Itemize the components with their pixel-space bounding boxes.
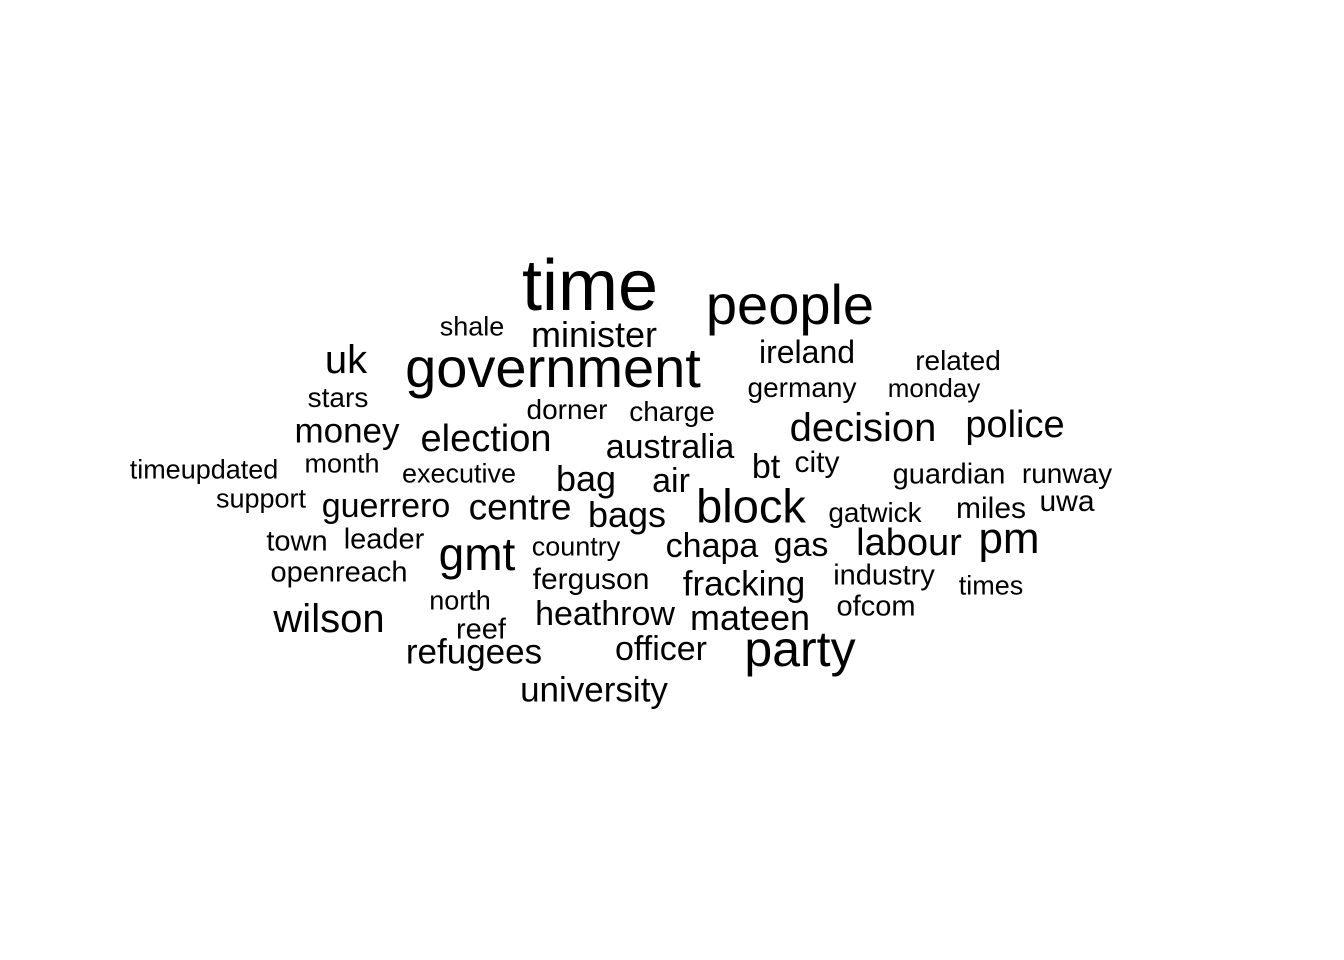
word-people: people (705, 273, 875, 336)
word-city: city (794, 446, 840, 479)
word-party: party (744, 621, 856, 677)
word-executive: executive (401, 458, 517, 489)
word-government: government (405, 336, 701, 399)
word-university: university (520, 670, 668, 710)
word-timeupdated: timeupdated (129, 454, 279, 485)
word-charge: charge (629, 396, 715, 427)
word-miles: miles (955, 492, 1027, 525)
word-fracking: fracking (682, 564, 806, 604)
word-bags: bags (587, 494, 667, 535)
word-runway: runway (1021, 458, 1113, 489)
word-pm: pm (978, 514, 1040, 563)
word-centre: centre (468, 486, 572, 528)
word-uk: uk (324, 338, 368, 382)
word-bag: bag (555, 458, 617, 499)
word-minister: minister (530, 314, 658, 355)
word-ofcom: ofcom (836, 590, 916, 623)
word-reef: reef (456, 613, 506, 646)
word-gas: gas (773, 526, 829, 564)
word-stars: stars (307, 382, 369, 413)
word-block: block (696, 479, 806, 533)
word-dorner: dorner (526, 394, 608, 425)
word-leader: leader (343, 523, 425, 556)
word-openreach: openreach (270, 556, 408, 589)
word-decision: decision (789, 406, 937, 450)
word-uwa: uwa (1039, 485, 1095, 518)
word-germany: germany (747, 372, 857, 403)
word-town: town (266, 525, 328, 558)
word-north: north (429, 585, 491, 616)
word-money: money (294, 411, 400, 451)
word-industry: industry (833, 559, 935, 592)
word-election: election (420, 418, 552, 460)
word-air: air (652, 462, 690, 500)
word-gmt: gmt (438, 528, 516, 580)
word-monday: monday (887, 373, 981, 403)
word-gatwick: gatwick (828, 497, 922, 528)
word-times: times (958, 570, 1024, 601)
word-ferguson: ferguson (532, 563, 650, 596)
word-officer: officer (615, 630, 707, 668)
word-bt: bt (751, 448, 781, 486)
word-mateen: mateen (689, 597, 811, 638)
word-australia: australia (605, 428, 735, 466)
word-ireland: ireland (758, 334, 856, 370)
word-month: month (304, 448, 380, 479)
word-police: police (965, 404, 1065, 446)
word-guardian: guardian (892, 458, 1006, 491)
word-time: time (521, 246, 659, 326)
word-chapa: chapa (665, 527, 759, 565)
word-guerrero: guerrero (321, 487, 451, 525)
word-labour: labour (856, 522, 962, 564)
word-support: support (215, 483, 307, 514)
word-shale: shale (439, 311, 505, 342)
word-refugees: refugees (405, 632, 543, 672)
word-country: country (531, 531, 621, 562)
word-heathrow: heathrow (535, 595, 675, 633)
word-wilson: wilson (273, 597, 385, 641)
word-related: related (915, 345, 1001, 376)
